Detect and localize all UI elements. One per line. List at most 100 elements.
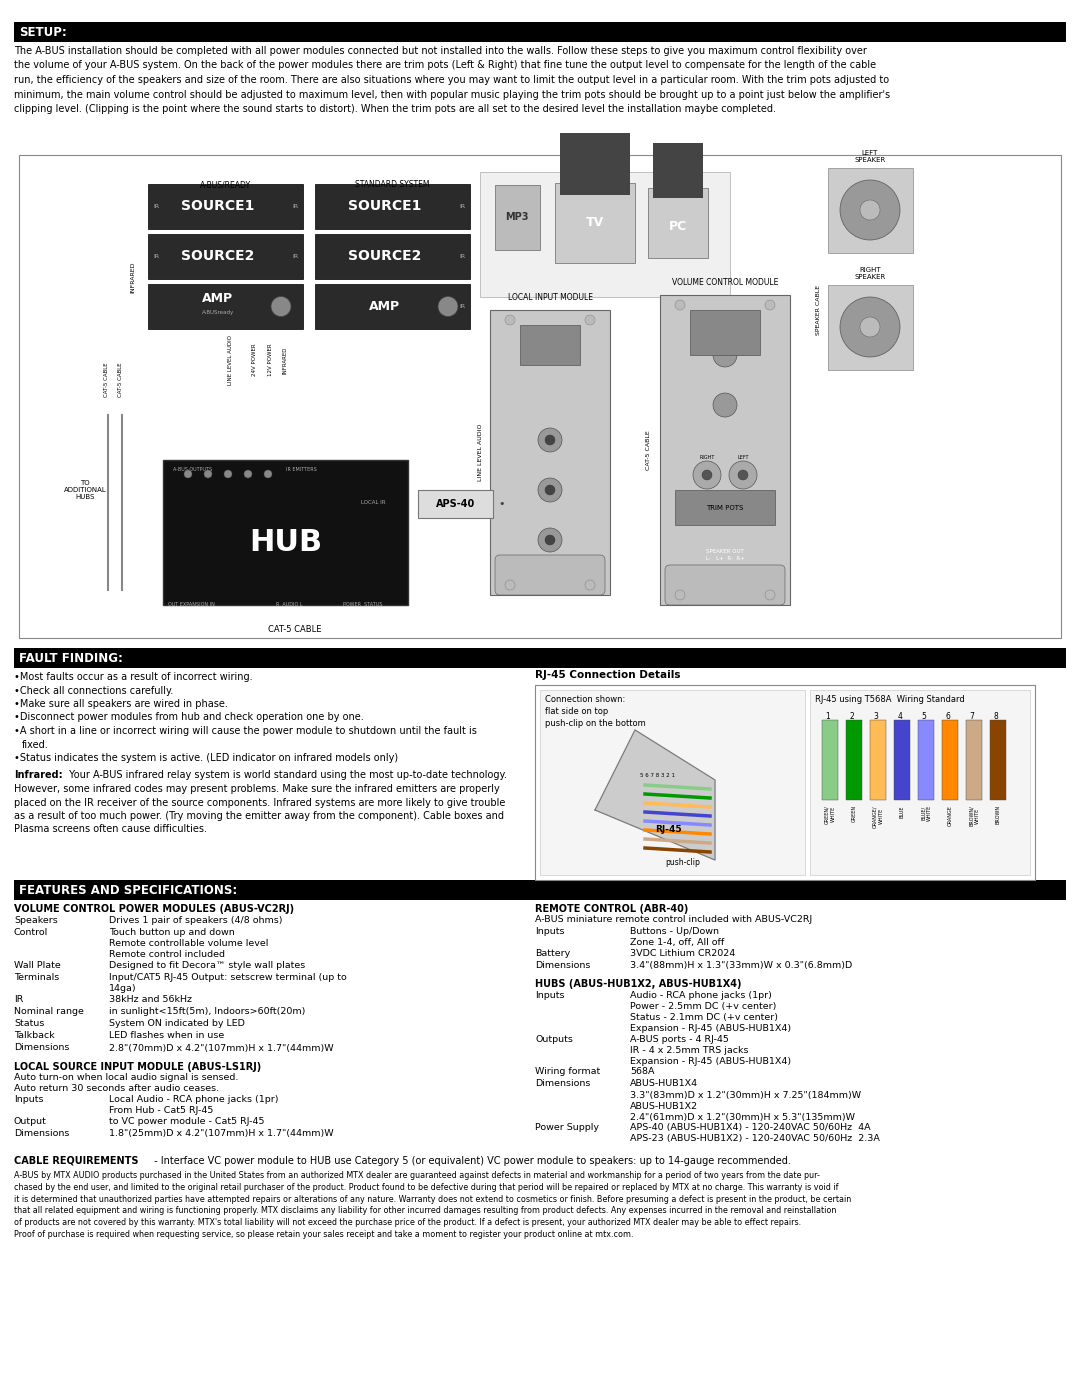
Text: BROWN: BROWN bbox=[996, 805, 1000, 824]
Circle shape bbox=[438, 296, 458, 317]
Text: 5 6 7 8 3 2 1: 5 6 7 8 3 2 1 bbox=[640, 773, 675, 778]
Text: Speakers: Speakers bbox=[14, 916, 57, 925]
Text: LINE LEVEL AUDIO: LINE LEVEL AUDIO bbox=[228, 335, 232, 386]
Bar bbox=[690, 310, 760, 355]
Circle shape bbox=[264, 469, 272, 478]
Text: Infrared:: Infrared: bbox=[14, 771, 63, 781]
Text: •Status indicates the system is active. (LED indicator on infrared models only): •Status indicates the system is active. … bbox=[14, 753, 399, 763]
Text: fixed.: fixed. bbox=[22, 739, 49, 750]
Text: IR: IR bbox=[153, 204, 159, 210]
Text: 2: 2 bbox=[850, 712, 854, 721]
Text: Control: Control bbox=[14, 928, 49, 937]
Text: Inputs: Inputs bbox=[14, 1094, 43, 1104]
Circle shape bbox=[713, 393, 737, 416]
Text: AMP: AMP bbox=[369, 300, 401, 313]
Text: CAT-5 CABLE: CAT-5 CABLE bbox=[105, 363, 109, 397]
Circle shape bbox=[738, 469, 748, 481]
Text: FEATURES AND SPECIFICATIONS:: FEATURES AND SPECIFICATIONS: bbox=[19, 883, 238, 897]
Bar bbox=[14, 648, 1066, 668]
Bar bbox=[19, 155, 1061, 638]
Text: RJ-45: RJ-45 bbox=[654, 826, 681, 834]
Text: •: • bbox=[498, 499, 504, 509]
Text: Status: Status bbox=[14, 1020, 44, 1028]
Circle shape bbox=[702, 469, 712, 481]
Bar bbox=[648, 189, 708, 258]
Text: HUB: HUB bbox=[248, 528, 322, 557]
Text: Local Audio - RCA phone jacks (1pr)
From Hub - Cat5 RJ-45: Local Audio - RCA phone jacks (1pr) From… bbox=[109, 1094, 279, 1115]
Text: LINE LEVEL AUDIO: LINE LEVEL AUDIO bbox=[477, 423, 483, 481]
Text: INFRARED: INFRARED bbox=[283, 346, 287, 374]
Text: FAULT FINDING:: FAULT FINDING: bbox=[19, 651, 123, 665]
Bar bbox=[14, 22, 1066, 42]
Text: •A short in a line or incorrect wiring will cause the power module to shutdown u: •A short in a line or incorrect wiring w… bbox=[14, 726, 477, 736]
Text: ORANGE: ORANGE bbox=[947, 805, 953, 826]
Text: SOURCE1: SOURCE1 bbox=[348, 200, 421, 214]
Text: A-BUS miniature remote control included with ABUS-VC2RJ: A-BUS miniature remote control included … bbox=[535, 915, 812, 923]
Bar bbox=[822, 719, 838, 800]
Text: A-BUS ports - 4 RJ-45
IR - 4 x 2.5mm TRS jacks
Expansion - RJ-45 (ABUS-HUB1X4): A-BUS ports - 4 RJ-45 IR - 4 x 2.5mm TRS… bbox=[630, 1035, 792, 1066]
Circle shape bbox=[585, 580, 595, 590]
Circle shape bbox=[675, 590, 685, 599]
Text: Dimensions: Dimensions bbox=[535, 1080, 591, 1088]
Text: 3.4"(88mm)H x 1.3"(33mm)W x 0.3"(6.8mm)D: 3.4"(88mm)H x 1.3"(33mm)W x 0.3"(6.8mm)D bbox=[630, 961, 852, 970]
Text: IR: IR bbox=[459, 305, 465, 309]
Bar bbox=[519, 326, 580, 365]
Circle shape bbox=[538, 528, 562, 552]
Text: 6: 6 bbox=[946, 712, 950, 721]
Text: A-BUSready: A-BUSready bbox=[202, 310, 234, 314]
Text: TRIM POTS: TRIM POTS bbox=[706, 504, 744, 511]
Circle shape bbox=[765, 590, 775, 599]
FancyBboxPatch shape bbox=[665, 564, 785, 605]
Text: TO
ADDITIONAL
HUBS: TO ADDITIONAL HUBS bbox=[64, 481, 106, 500]
Text: Outputs: Outputs bbox=[535, 1035, 572, 1044]
Text: HUBS (ABUS-HUB1X2, ABUS-HUB1X4): HUBS (ABUS-HUB1X2, ABUS-HUB1X4) bbox=[535, 979, 742, 989]
Text: Auto turn-on when local audio signal is sensed.: Auto turn-on when local audio signal is … bbox=[14, 1073, 239, 1083]
Text: RIGHT: RIGHT bbox=[700, 455, 715, 460]
Text: RJ-45 using T568A  Wiring Standard: RJ-45 using T568A Wiring Standard bbox=[815, 694, 964, 704]
Circle shape bbox=[585, 314, 595, 326]
Circle shape bbox=[545, 535, 555, 545]
Circle shape bbox=[713, 344, 737, 367]
Circle shape bbox=[538, 478, 562, 502]
Text: placed on the IR receiver of the source components. Infrared systems are more li: placed on the IR receiver of the source … bbox=[14, 798, 505, 807]
Text: Buttons - Up/Down
Zone 1-4, off, All off: Buttons - Up/Down Zone 1-4, off, All off bbox=[630, 926, 725, 947]
Text: LOCAL IR: LOCAL IR bbox=[361, 500, 386, 504]
Text: to VC power module - Cat5 RJ-45: to VC power module - Cat5 RJ-45 bbox=[109, 1118, 265, 1126]
Bar bbox=[495, 184, 540, 250]
Circle shape bbox=[538, 427, 562, 453]
Bar bbox=[894, 719, 910, 800]
Text: System ON indicated by LED: System ON indicated by LED bbox=[109, 1020, 245, 1028]
Text: Audio - RCA phone jacks (1pr)
Power - 2.5mm DC (+v center)
Status - 2.1mm DC (+v: Audio - RCA phone jacks (1pr) Power - 2.… bbox=[630, 990, 792, 1034]
Circle shape bbox=[505, 580, 515, 590]
Bar bbox=[148, 235, 303, 279]
Text: - Interface VC power module to HUB use Category 5 (or equivalent) VC power modul: - Interface VC power module to HUB use C… bbox=[151, 1155, 791, 1165]
Text: GREEN/
WHITE: GREEN/ WHITE bbox=[825, 805, 836, 824]
Bar bbox=[555, 183, 635, 263]
Text: R  AUDIO L: R AUDIO L bbox=[275, 602, 302, 608]
Text: •Most faults occur as a result of incorrect wiring.: •Most faults occur as a result of incorr… bbox=[14, 672, 253, 682]
Bar bbox=[846, 719, 862, 800]
Text: Nominal range: Nominal range bbox=[14, 1007, 84, 1017]
Text: 24V POWER: 24V POWER bbox=[253, 344, 257, 376]
Circle shape bbox=[184, 469, 192, 478]
Text: LEFT: LEFT bbox=[738, 455, 748, 460]
Bar bbox=[480, 172, 730, 298]
Text: Connection shown:
flat side on top
push-clip on the bottom: Connection shown: flat side on top push-… bbox=[545, 694, 646, 728]
Circle shape bbox=[224, 469, 232, 478]
Bar bbox=[561, 133, 630, 196]
Text: 1: 1 bbox=[825, 712, 831, 721]
Text: 3VDC Lithium CR2024: 3VDC Lithium CR2024 bbox=[630, 949, 735, 958]
Text: IR: IR bbox=[14, 996, 24, 1004]
Text: IR: IR bbox=[459, 204, 465, 210]
Text: in sunlight<15ft(5m), Indoors>60ft(20m): in sunlight<15ft(5m), Indoors>60ft(20m) bbox=[109, 1007, 306, 1017]
Text: Battery: Battery bbox=[535, 949, 570, 958]
Circle shape bbox=[840, 180, 900, 240]
Bar bbox=[148, 184, 303, 229]
Text: Dimensions: Dimensions bbox=[14, 1044, 69, 1052]
Text: OUT EXPANSION IN: OUT EXPANSION IN bbox=[168, 602, 215, 608]
Circle shape bbox=[505, 314, 515, 326]
Text: the volume of your A-BUS system. On the back of the power modules there are trim: the volume of your A-BUS system. On the … bbox=[14, 60, 876, 70]
Text: 568A: 568A bbox=[630, 1067, 654, 1077]
Text: SPEAKER CABLE: SPEAKER CABLE bbox=[815, 285, 821, 335]
Text: BLUE/
WHITE: BLUE/ WHITE bbox=[920, 805, 931, 821]
